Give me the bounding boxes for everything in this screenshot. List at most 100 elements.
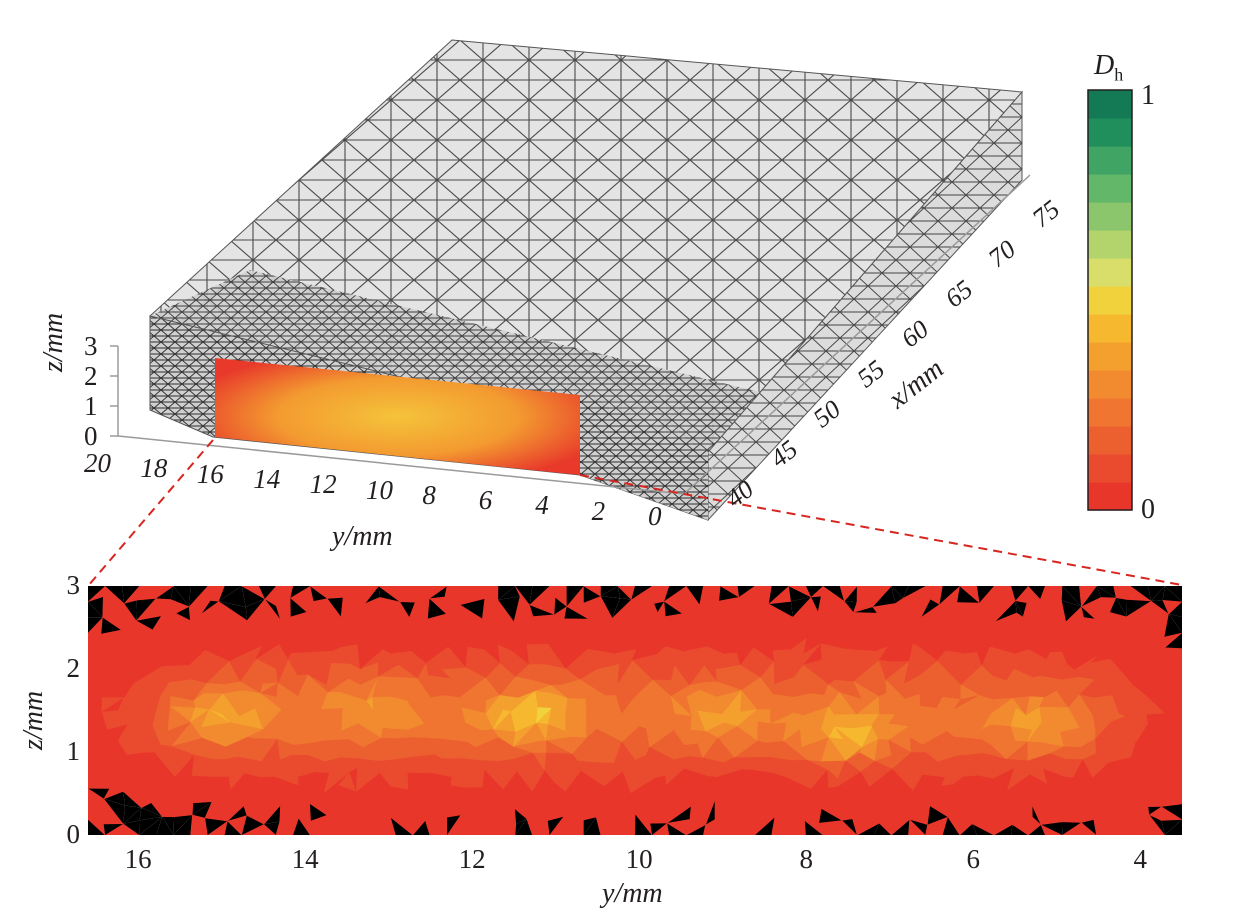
y-tick-3d: 4	[535, 490, 549, 521]
field-cell	[361, 586, 379, 605]
field-cell	[327, 586, 345, 599]
field-cell	[1146, 600, 1170, 622]
field-cell	[790, 597, 812, 617]
field-cell	[810, 596, 819, 624]
field-cell	[173, 586, 191, 607]
colorbar-frame	[1087, 89, 1133, 511]
field-cell	[872, 586, 896, 607]
field-cell	[1160, 805, 1182, 821]
field-cell	[1116, 597, 1127, 617]
field-cell	[1161, 819, 1182, 835]
field-cell	[310, 586, 328, 602]
colorbar-segment	[1088, 426, 1132, 455]
field-cell	[872, 586, 892, 608]
section-field	[88, 586, 1182, 835]
z-tick-2d: 3	[66, 570, 81, 600]
field-cell	[857, 823, 880, 835]
field-cell	[1126, 586, 1153, 602]
field-cell	[139, 816, 163, 835]
y-tick-3d: 14	[253, 463, 281, 494]
zoom-connectors	[87, 439, 1183, 587]
z-tick-3d: 1	[84, 391, 98, 421]
field-cell	[1094, 596, 1117, 620]
field-cell	[162, 816, 175, 835]
field-cell	[1079, 586, 1097, 608]
field-cell	[665, 613, 683, 630]
colorbar-segment	[1088, 314, 1132, 343]
field-cell	[1113, 586, 1132, 599]
field-cell	[874, 823, 892, 835]
y-tick-2d: 4	[1133, 844, 1147, 874]
field-cell	[395, 586, 414, 603]
colorbar-segment	[1088, 454, 1132, 483]
field-cell	[201, 600, 219, 614]
field-cell	[155, 586, 175, 599]
field-cell	[309, 814, 328, 835]
field-cell	[686, 586, 704, 605]
field-cell	[1164, 586, 1182, 602]
field-cell	[227, 805, 247, 821]
field-cell	[719, 586, 739, 601]
field-cell	[650, 823, 668, 835]
field-cell	[805, 586, 823, 597]
mesh-front-right	[580, 395, 708, 520]
field-cell	[88, 617, 103, 633]
y-axis-label-3d: y/mm	[332, 521, 393, 552]
field-cell	[121, 602, 137, 622]
y-tick-2d: 12	[458, 844, 486, 874]
field-cell	[891, 586, 909, 598]
field-cell	[600, 596, 620, 618]
field-cell	[459, 604, 484, 621]
field-cell	[88, 788, 110, 799]
field-cell	[192, 801, 213, 815]
field-cell	[263, 805, 281, 825]
field-cell	[102, 586, 125, 604]
field-cell	[255, 598, 282, 620]
field-cell	[123, 791, 142, 808]
field-cell	[921, 599, 940, 617]
field-cell	[412, 820, 430, 835]
field-cell	[1151, 600, 1169, 614]
colorbar-segment	[1088, 146, 1132, 175]
y-tick-3d: 6	[478, 485, 493, 516]
field-cell	[123, 805, 142, 824]
field-cell	[124, 600, 137, 621]
field-cell	[293, 818, 311, 835]
field-cell	[1151, 586, 1165, 601]
field-cell	[903, 586, 926, 598]
field-cell	[566, 586, 584, 607]
colorbar-segment	[1088, 482, 1132, 511]
field-cell	[1061, 600, 1082, 622]
field-cell	[887, 597, 904, 623]
field-cell	[959, 823, 977, 835]
field-cell	[205, 817, 228, 835]
field-cell	[680, 586, 701, 606]
field-cell	[768, 601, 793, 617]
field-cell	[241, 815, 264, 835]
y-axis-label-2d: y/mm	[602, 878, 663, 909]
colorbar-segment	[1088, 398, 1132, 427]
z-tick-2d: 0	[66, 819, 81, 849]
field-cell	[1162, 586, 1182, 602]
y-tick-2d: 6	[966, 844, 980, 874]
field-cell	[121, 823, 140, 835]
field-cell	[515, 586, 530, 606]
field-cell	[631, 586, 653, 600]
field-cell	[843, 600, 854, 624]
field-cell	[429, 586, 448, 599]
field-cell	[554, 597, 567, 615]
field-cell	[123, 820, 140, 835]
field-cell	[1062, 586, 1082, 607]
y-tick-2d: 8	[799, 844, 813, 874]
field-cell	[718, 596, 740, 622]
field-cell	[258, 586, 276, 599]
y-tick-3d: 12	[309, 469, 337, 500]
field-cell	[156, 816, 174, 835]
field-cell	[818, 819, 844, 835]
field-cell	[664, 601, 683, 617]
field-cell	[189, 586, 208, 607]
field-cell	[104, 791, 125, 806]
field-cell	[1147, 586, 1165, 601]
field-cell	[529, 604, 555, 617]
section-2d-plot	[88, 586, 1182, 835]
